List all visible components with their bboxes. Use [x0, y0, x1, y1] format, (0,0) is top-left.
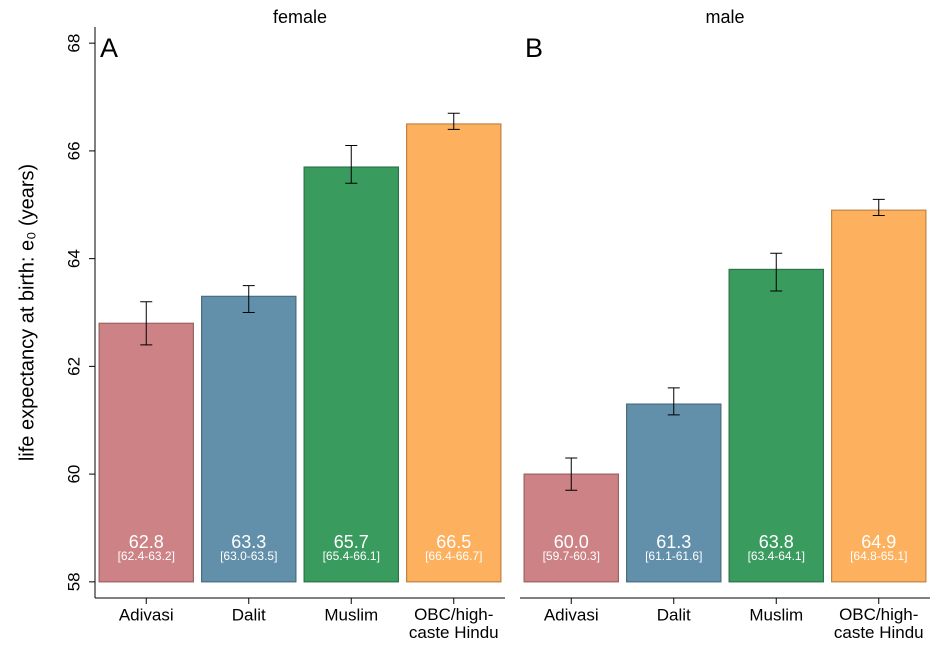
error-bar: [872, 198, 885, 217]
ci-label: [62.4-63.2]: [118, 549, 175, 563]
ci-label: [61.1-61.6]: [645, 549, 702, 563]
x-tick-label: Muslim: [749, 605, 803, 624]
panel-label: A: [100, 33, 118, 63]
x-tick-label: OBC/high-caste Hindu: [409, 605, 499, 642]
x-tick-label: Adivasi: [119, 605, 174, 624]
ci-label: [63.0-63.5]: [220, 549, 277, 563]
x-tick-label: Dalit: [232, 605, 266, 624]
ci-label: [65.4-66.1]: [323, 549, 380, 563]
value-label: 64.9: [861, 532, 896, 552]
y-tick-label: 62: [64, 357, 83, 376]
bar: [98, 322, 195, 583]
value-label: 63.3: [231, 532, 266, 552]
bar: [523, 473, 619, 583]
error-bar: [565, 457, 578, 491]
bar: [728, 268, 824, 583]
x-tick-label: Dalit: [657, 605, 691, 624]
x-tick-label: Adivasi: [544, 605, 599, 624]
y-tick-label: 68: [64, 34, 83, 53]
y-tick-label: 60: [64, 465, 83, 484]
x-tick-label: OBC/high-caste Hindu: [834, 605, 924, 642]
panel-label: B: [525, 33, 543, 63]
error-bar: [140, 301, 153, 346]
x-tick-label: Muslim: [324, 605, 378, 624]
value-label: 65.7: [334, 532, 369, 552]
value-label: 61.3: [656, 532, 691, 552]
ci-label: [64.8-65.1]: [850, 549, 907, 563]
value-label: 62.8: [129, 532, 164, 552]
value-label: 60.0: [554, 532, 589, 552]
bar: [406, 123, 502, 583]
ci-label: [63.4-64.1]: [748, 549, 805, 563]
value-label: 63.8: [759, 532, 794, 552]
bar: [303, 166, 400, 583]
ci-label: [66.4-66.7]: [425, 549, 482, 563]
error-bar: [667, 387, 680, 416]
y-tick-label: 58: [64, 572, 83, 591]
error-bar: [447, 112, 460, 130]
panel-title: female: [273, 7, 327, 27]
bar: [625, 403, 722, 583]
error-bar: [770, 252, 783, 292]
bar: [830, 209, 927, 583]
ci-label: [59.7-60.3]: [543, 549, 600, 563]
error-bar: [345, 145, 358, 184]
y-tick-label: 64: [64, 249, 83, 268]
panel-title: male: [705, 7, 744, 27]
value-label: 66.5: [436, 532, 471, 552]
y-tick-label: 66: [64, 141, 83, 160]
y-axis-label: life expectancy at birth: e₀ (years): [16, 164, 38, 461]
error-bar: [242, 285, 255, 313]
